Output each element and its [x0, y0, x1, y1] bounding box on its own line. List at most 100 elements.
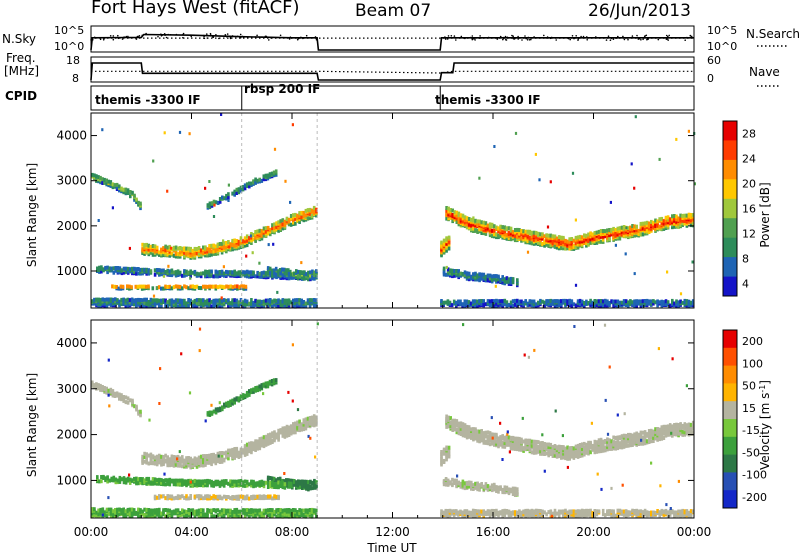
velocity-cell	[218, 451, 222, 456]
power-cell	[683, 298, 687, 303]
velocity-cell	[126, 476, 130, 481]
power-cell	[520, 236, 523, 241]
velocity-cell	[532, 447, 536, 452]
nsky-sample-dot	[637, 38, 640, 40]
power-cell	[229, 242, 232, 247]
power-cell	[197, 248, 201, 253]
velocity-cell	[455, 419, 459, 424]
power-cell	[103, 177, 106, 182]
nsky-sample-dot	[289, 36, 292, 38]
power-cell	[258, 271, 262, 276]
power-cell	[641, 226, 645, 231]
power-cell	[553, 299, 557, 304]
nsky-sample-dot	[617, 35, 619, 38]
nsky-sample-dot	[256, 34, 258, 37]
velocity-cell	[273, 482, 276, 486]
velocity-cell	[277, 434, 280, 439]
velocity-cell	[305, 482, 308, 487]
velocity-cell	[233, 479, 236, 484]
power-cell	[629, 234, 632, 239]
nsky-sample-dot	[138, 35, 141, 37]
velocity-cell	[197, 455, 201, 460]
velocity-cell	[122, 507, 125, 512]
velocity-cell	[526, 441, 530, 445]
power-cell	[480, 231, 483, 235]
velocity-cell	[193, 483, 197, 488]
velocity-cell	[472, 427, 475, 432]
power-cell	[310, 208, 314, 213]
velocity-cell	[302, 512, 306, 517]
power-cell	[101, 181, 104, 185]
velocity-cell	[195, 494, 199, 499]
nsky-sample-dot	[517, 38, 519, 40]
velocity-ylabel: Slant Range [km]	[25, 373, 39, 477]
velocity-cell	[202, 508, 205, 513]
velocity-cell	[254, 439, 257, 444]
velocity-cell	[132, 508, 136, 513]
velocity-cell	[118, 392, 121, 397]
power-cell	[189, 284, 192, 289]
velocity-cell	[206, 454, 209, 458]
velocity-cell	[470, 427, 473, 432]
velocity-cell	[287, 425, 291, 430]
power-cell	[297, 276, 300, 281]
velocity-cell	[199, 458, 203, 463]
velocity-cell	[225, 479, 228, 484]
velocity-cell	[118, 507, 121, 512]
power-cell	[260, 299, 264, 304]
power-cell	[507, 279, 511, 284]
power-cell	[647, 301, 651, 306]
power-cell	[214, 200, 218, 205]
power-cell	[455, 216, 459, 221]
freq-label-line2: [MHz]	[4, 64, 39, 78]
power-cell	[145, 297, 148, 302]
velocity-cell	[480, 434, 483, 439]
power-cell	[117, 286, 121, 291]
power-noise-cell	[687, 129, 690, 133]
power-cell	[162, 250, 165, 255]
velocity-cell	[116, 507, 119, 512]
date-label: 26/Jun/2013	[588, 1, 691, 21]
power-cell	[225, 247, 228, 252]
velocity-cell	[463, 423, 467, 428]
nsky-sample-dot	[450, 35, 453, 37]
power-cell	[503, 225, 507, 230]
velocity-cell	[162, 508, 165, 513]
power-cell	[210, 284, 213, 289]
power-cell	[465, 271, 469, 276]
nsky-sample-dot	[607, 35, 610, 37]
power-cell	[447, 246, 451, 251]
power-cell	[687, 220, 691, 225]
power-cell	[129, 190, 132, 194]
power-cell	[271, 273, 274, 277]
velocity-cell	[302, 508, 306, 513]
power-cell	[453, 210, 457, 215]
power-cell	[486, 273, 490, 278]
velocity-cell	[160, 494, 163, 499]
velocity-cell	[549, 442, 553, 447]
power-cell	[183, 298, 186, 303]
power-cell	[601, 234, 605, 239]
power-cell	[269, 232, 272, 237]
power-cell	[292, 213, 295, 218]
power-cell	[272, 268, 276, 273]
power-cell	[155, 286, 159, 291]
velocity-cell	[289, 430, 293, 435]
power-cell	[126, 266, 130, 271]
power-cell	[134, 284, 138, 289]
power-cell	[256, 299, 259, 304]
velocity-cell	[294, 421, 297, 426]
power-cell	[122, 190, 125, 195]
power-cell	[478, 222, 481, 227]
velocity-cell	[220, 496, 224, 501]
power-cell	[647, 299, 651, 304]
power-noise-cell	[445, 265, 448, 269]
power-cell	[168, 298, 172, 303]
velocity-cell	[191, 508, 195, 513]
nsky-sample-dot	[225, 35, 228, 38]
velocity-cell	[488, 442, 492, 447]
nsky-sample-dot	[190, 34, 192, 36]
nsky-sample-dot	[112, 38, 115, 41]
velocity-cell	[447, 454, 451, 459]
power-cell	[566, 246, 569, 251]
